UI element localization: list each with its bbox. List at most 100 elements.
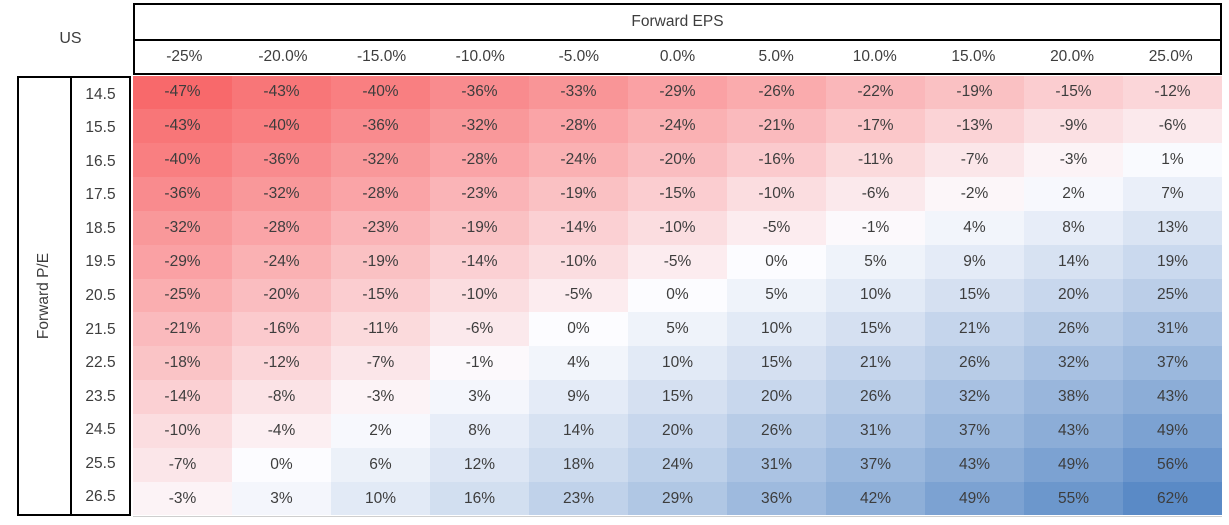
heatmap-cell: -21% <box>727 109 826 144</box>
heatmap-cell: 15% <box>628 380 727 414</box>
heatmap-cell: 6% <box>331 447 430 482</box>
heatmap-cell: -3% <box>133 481 232 516</box>
heatmap-cell: 4% <box>529 346 628 381</box>
heatmap-cell: 32% <box>925 380 1024 414</box>
heatmap-cell: 10% <box>331 481 430 516</box>
heatmap-cell: -15% <box>628 177 727 211</box>
heatmap-cell: -13% <box>925 109 1024 144</box>
heatmap-cell: 10% <box>826 278 925 313</box>
heatmap-cell: 26% <box>1024 312 1123 347</box>
heatmap-cell: -6% <box>1123 109 1222 144</box>
heatmap-cell: 36% <box>727 481 826 516</box>
heatmap-cell: -12% <box>1123 75 1222 110</box>
heatmap-cell: -43% <box>232 75 331 110</box>
heatmap-cell: -14% <box>430 244 529 279</box>
heatmap-cell: -16% <box>727 143 826 178</box>
heatmap-cell: -6% <box>826 177 925 211</box>
heatmap-cell: 0% <box>628 278 727 313</box>
heatmap-cell: 3% <box>232 481 331 516</box>
heatmap-cell: 9% <box>529 380 628 414</box>
row-header: 26.5 <box>85 488 116 506</box>
heatmap-cell: 43% <box>925 447 1024 482</box>
row-group-header: Forward P/E 14.5 15.5 16.5 17.5 18.5 19.5 20.5… <box>17 76 131 516</box>
heatmap-cell: -10% <box>727 177 826 211</box>
heatmap-cell: -5% <box>727 210 826 245</box>
row-group-label: Forward P/E <box>35 252 53 340</box>
heatmap-cell: -3% <box>331 380 430 414</box>
heatmap-cell: 49% <box>925 481 1024 516</box>
heatmap-cell: 42% <box>826 481 925 516</box>
heatmap-cell: -40% <box>331 75 430 110</box>
heatmap-cell: 31% <box>826 413 925 448</box>
col-header: -5.0% <box>558 48 600 65</box>
col-header: -15.0% <box>357 48 407 65</box>
row-group-label-column: Forward P/E <box>19 78 72 514</box>
heatmap-cell: -6% <box>430 312 529 347</box>
heatmap-cell: -36% <box>133 177 232 211</box>
heatmap-cell: 24% <box>628 447 727 482</box>
heatmap-cell: -29% <box>628 75 727 110</box>
heatmap-cell: -18% <box>133 346 232 381</box>
heatmap-cell: -36% <box>232 143 331 178</box>
heatmap-cell: 19% <box>1123 244 1222 279</box>
heatmap-cell: 26% <box>826 380 925 414</box>
heatmap-cell: 12% <box>430 447 529 482</box>
heatmap-cell: 7% <box>1123 177 1222 211</box>
heatmap-cell: -4% <box>232 413 331 448</box>
heatmap-cell: 26% <box>925 346 1024 381</box>
heatmap-cell: -36% <box>331 109 430 144</box>
heatmap-cell: -22% <box>826 75 925 110</box>
heatmap-cell: 32% <box>1024 346 1123 381</box>
heatmap-cell: 5% <box>727 278 826 313</box>
heatmap-cell: -32% <box>232 177 331 211</box>
heatmap-cell: -10% <box>628 210 727 245</box>
heatmap-cell: -43% <box>133 109 232 144</box>
heatmap-cell: -40% <box>232 109 331 144</box>
heatmap-cell: 13% <box>1123 210 1222 245</box>
col-header: 0.0% <box>659 48 696 65</box>
heatmap-cell: -11% <box>826 143 925 178</box>
heatmap-cell: 23% <box>529 481 628 516</box>
col-header: -25% <box>166 48 203 65</box>
heatmap-cell: -25% <box>133 278 232 313</box>
heatmap-cell: 14% <box>529 413 628 448</box>
heatmap-cell: -23% <box>331 210 430 245</box>
col-header: 25.0% <box>1148 48 1193 65</box>
heatmap-cell: -14% <box>133 380 232 414</box>
heatmap-cell: -33% <box>529 75 628 110</box>
heatmap-cell: -24% <box>628 109 727 144</box>
heatmap-cell: 25% <box>1123 278 1222 313</box>
heatmap-cell: -29% <box>133 244 232 279</box>
heatmap-cell: 3% <box>430 380 529 414</box>
heatmap-cell: 43% <box>1024 413 1123 448</box>
row-header: 20.5 <box>85 286 116 304</box>
col-header: 5.0% <box>758 48 794 65</box>
heatmap-cell: -10% <box>133 413 232 448</box>
heatmap-cell: 37% <box>925 413 1024 448</box>
heatmap-cell: 15% <box>826 312 925 347</box>
heatmap-cell: -47% <box>133 75 232 110</box>
heatmap-cell: -8% <box>232 380 331 414</box>
heatmap-cell: 20% <box>628 413 727 448</box>
heatmap-cell: 5% <box>826 244 925 279</box>
column-group-label: Forward EPS <box>135 5 1220 41</box>
heatmap-cell: 14% <box>1024 244 1123 279</box>
heatmap-cell: -21% <box>133 312 232 347</box>
heatmap-cell: 2% <box>1024 177 1123 211</box>
row-header: 21.5 <box>85 320 116 338</box>
heatmap-cell: 49% <box>1123 413 1222 448</box>
heatmap-cell: -28% <box>430 143 529 178</box>
heatmap-cell: -1% <box>826 210 925 245</box>
heatmap-cell: 18% <box>529 447 628 482</box>
row-header: 22.5 <box>85 354 116 372</box>
heatmap-cell: -28% <box>331 177 430 211</box>
col-header: 20.0% <box>1050 48 1095 65</box>
row-header: 16.5 <box>85 152 116 170</box>
heatmap-cell: -14% <box>529 210 628 245</box>
heatmap-cell: -19% <box>331 244 430 279</box>
heatmap-cell: 37% <box>1123 346 1222 381</box>
heatmap-cell: 15% <box>727 346 826 381</box>
col-header: -10.0% <box>455 48 505 65</box>
heatmap-cell: 1% <box>1123 143 1222 178</box>
